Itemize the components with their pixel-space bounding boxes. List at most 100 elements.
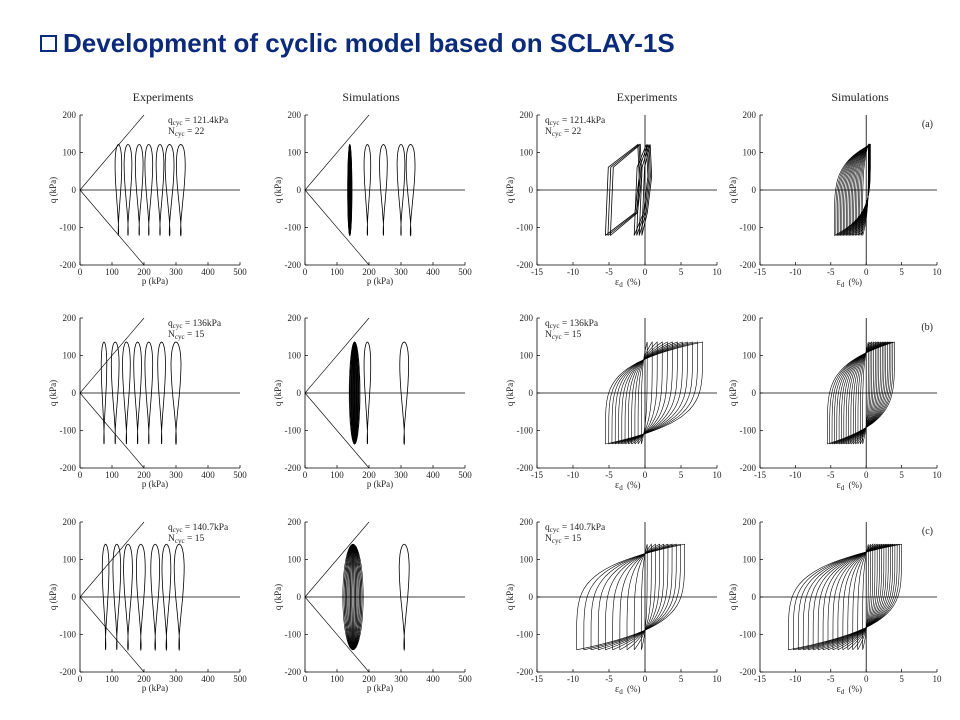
x-tick-label: -10 (789, 674, 801, 684)
y-tick-label: 0 (72, 388, 77, 398)
y-axis-label: q (kPa) (48, 177, 58, 203)
x-tick-label: -15 (531, 674, 543, 684)
stress-strain-loop (576, 543, 685, 651)
stress-strain-loop (605, 341, 703, 445)
x-tick-label: 500 (458, 470, 472, 480)
group-header-3: Simulations (831, 90, 889, 104)
stress-path-loop (157, 341, 166, 445)
stress-path-loop (155, 144, 165, 236)
y-axis-label: q (kPa) (505, 584, 515, 610)
x-axis-label: εd (615, 480, 623, 492)
y-tick-label: 0 (752, 185, 757, 195)
stress-path-loop (363, 144, 372, 236)
critical-state-line-extension (304, 189, 370, 266)
stress-strain-loop (626, 543, 656, 651)
y-tick-label: 200 (743, 313, 757, 323)
group-header-0: Experiments (133, 90, 194, 104)
x-axis-label-unit: (%) (627, 277, 641, 287)
y-tick-label: -100 (60, 426, 77, 436)
y-tick-label: 100 (63, 148, 77, 158)
y-tick-label: -100 (285, 426, 302, 436)
slide-title: Development of cyclic model based on SCL… (40, 28, 675, 59)
y-tick-label: 100 (743, 351, 757, 361)
y-tick-label: -200 (60, 260, 77, 270)
critical-state-line-compression (304, 521, 370, 598)
stress-path-loop (363, 341, 372, 445)
y-tick-label: 200 (288, 110, 302, 120)
stress-path-loop (133, 341, 142, 445)
chart-panel-p-sim-b: 0 100 200 300 400 500 -200 -100 0 100 200 q (kPa) p … (273, 313, 472, 489)
x-tick-label: -5 (827, 267, 835, 277)
hollow-square-bullet-icon (40, 35, 57, 52)
stress-path-loop (399, 341, 410, 446)
stress-path-loop (396, 144, 406, 236)
x-tick-label: 100 (330, 674, 344, 684)
y-tick-label: 200 (520, 110, 534, 120)
chart-panel-p-exp-a: 0 100 200 300 400 500 -200 -100 0 100 200 q (kPa) p … (48, 110, 247, 286)
y-tick-label: 100 (520, 555, 534, 565)
stress-strain-loop (641, 341, 648, 445)
y-tick-label: -100 (517, 630, 534, 640)
critical-state-line-compression (304, 114, 370, 191)
critical-state-line-extension (304, 596, 370, 673)
x-tick-label: 300 (169, 470, 183, 480)
critical-state-line-compression (304, 317, 370, 394)
stress-strain-loop (641, 544, 648, 650)
stress-strain-loop (826, 341, 895, 445)
hysteresis-loop (641, 144, 653, 236)
x-tick-label: 0 (78, 674, 83, 684)
chart-panel-e-sim-b: -15 -10 -5 0 5 10 -200 -100 0 100 200 q (kPa) εd (%)… (728, 313, 942, 492)
stress-strain-loop (619, 543, 660, 651)
y-tick-label: 200 (288, 313, 302, 323)
x-axis-label: p (kPa) (142, 276, 168, 286)
x-tick-label: 0 (303, 674, 308, 684)
stress-strain-loop (857, 544, 871, 650)
stress-strain-loop (608, 341, 698, 445)
stress-strain-loop (833, 143, 871, 236)
annotation-ncyc: Ncyc = 22 (168, 127, 204, 138)
y-tick-label: -200 (285, 260, 302, 270)
x-tick-label: 400 (201, 470, 215, 480)
y-tick-label: 200 (743, 110, 757, 120)
x-tick-label: 500 (233, 267, 247, 277)
x-tick-label: 5 (679, 267, 684, 277)
y-tick-label: -100 (60, 223, 77, 233)
hysteresis-loop (610, 143, 643, 236)
x-tick-label: -5 (827, 674, 835, 684)
y-tick-label: -100 (285, 223, 302, 233)
x-tick-label: 0 (78, 470, 83, 480)
x-axis-label: p (kPa) (142, 683, 168, 693)
simulated-stress-path (352, 543, 364, 651)
stress-path-loop (175, 144, 186, 237)
x-tick-label: 100 (330, 470, 344, 480)
y-tick-label: -100 (60, 630, 77, 640)
x-tick-label: -15 (754, 674, 766, 684)
x-tick-label: -10 (567, 674, 579, 684)
x-axis-label: p (kPa) (367, 479, 393, 489)
y-axis-label: q (kPa) (48, 584, 58, 610)
x-axis-label: p (kPa) (367, 683, 393, 693)
x-tick-label: 5 (679, 674, 684, 684)
stress-strain-loop (624, 341, 673, 445)
group-header-2: Experiments (617, 90, 678, 104)
x-tick-label: 10 (713, 470, 723, 480)
stress-path-loop (112, 543, 122, 650)
x-tick-label: 10 (713, 674, 723, 684)
y-axis-label: q (kPa) (48, 380, 58, 406)
y-tick-label: -200 (517, 667, 534, 677)
stress-path-loop (114, 144, 123, 236)
annotation-qcyc: qcyc = 136kPa (168, 319, 222, 330)
x-axis-label-unit: (%) (627, 480, 641, 490)
x-tick-label: 400 (426, 267, 440, 277)
x-tick-label: 5 (679, 470, 684, 480)
y-tick-label: 0 (752, 592, 757, 602)
hysteresis-loop (636, 144, 650, 236)
x-tick-label: 0 (643, 470, 648, 480)
y-tick-label: 0 (529, 388, 534, 398)
x-tick-label: 300 (169, 674, 183, 684)
y-tick-label: 0 (529, 592, 534, 602)
x-tick-label: 100 (105, 267, 119, 277)
stress-path-loop (123, 144, 133, 236)
x-axis-label: εd (615, 277, 623, 289)
panel-label: (b) (921, 322, 933, 333)
